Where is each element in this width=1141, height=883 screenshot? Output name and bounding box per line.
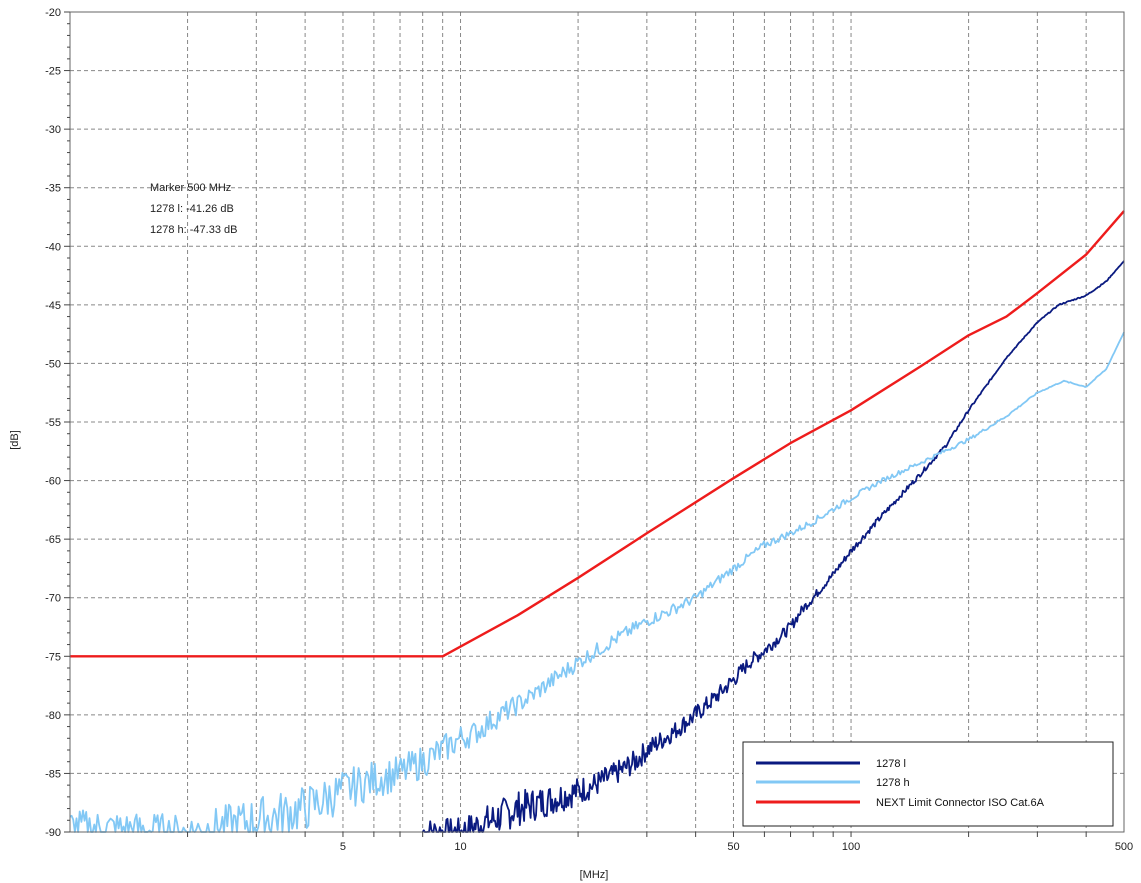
series-line-next-limit-connector-iso-cat-6a [70, 210, 1125, 658]
legend-label-next-limit: NEXT Limit Connector ISO Cat.6A [876, 797, 1045, 809]
y-tick-label: -80 [45, 710, 61, 722]
marker-title: Marker 500 MHz [150, 182, 231, 194]
x-tick-label: 50 [727, 841, 739, 853]
y-tick-label: -65 [45, 534, 61, 546]
series-line-1278-l [421, 260, 1125, 833]
legend-label-1278h: 1278 h [876, 777, 910, 789]
x-axis-title: [MHz] [580, 869, 609, 881]
marker-line-1278h: 1278 h: -47.33 dB [150, 224, 237, 236]
grid [70, 12, 1124, 832]
series-line-1278-h [69, 331, 1125, 833]
marker-readout: Marker 500 MHz 1278 l: -41.26 dB 1278 h:… [150, 182, 237, 236]
y-tick-label: -20 [45, 7, 61, 19]
y-tick-label: -85 [45, 768, 61, 780]
y-tick-label: -60 [45, 476, 61, 488]
y-tick-label: -40 [45, 241, 61, 253]
legend-label-1278l: 1278 l [876, 758, 906, 770]
y-tick-label: -30 [45, 124, 61, 136]
legend: 1278 l 1278 h NEXT Limit Connector ISO C… [742, 741, 1114, 827]
x-tick-label: 10 [454, 841, 466, 853]
y-tick-label: -90 [45, 827, 61, 839]
marker-line-1278l: 1278 l: -41.26 dB [150, 203, 234, 215]
axis-ticks [64, 11, 1087, 837]
y-tick-label: -25 [45, 66, 61, 78]
y-tick-label: -50 [45, 358, 61, 370]
x-tick-label: 100 [842, 841, 860, 853]
y-tick-label: -75 [45, 651, 61, 663]
y-tick-label: -55 [45, 417, 61, 429]
y-tick-label: -45 [45, 300, 61, 312]
axis-tick-labels: -20 -25 -30 -35 -40 -45 -50 -55 -60 -65 -70 -75 -80 -… [45, 7, 1133, 853]
y-axis-title: [dB] [9, 430, 21, 450]
x-tick-label: 5 [340, 841, 346, 853]
y-tick-label: -70 [45, 593, 61, 605]
series-layer [69, 210, 1125, 833]
y-tick-label: -35 [45, 183, 61, 195]
x-tick-label: 500 [1115, 841, 1133, 853]
legend-box [742, 741, 1114, 827]
